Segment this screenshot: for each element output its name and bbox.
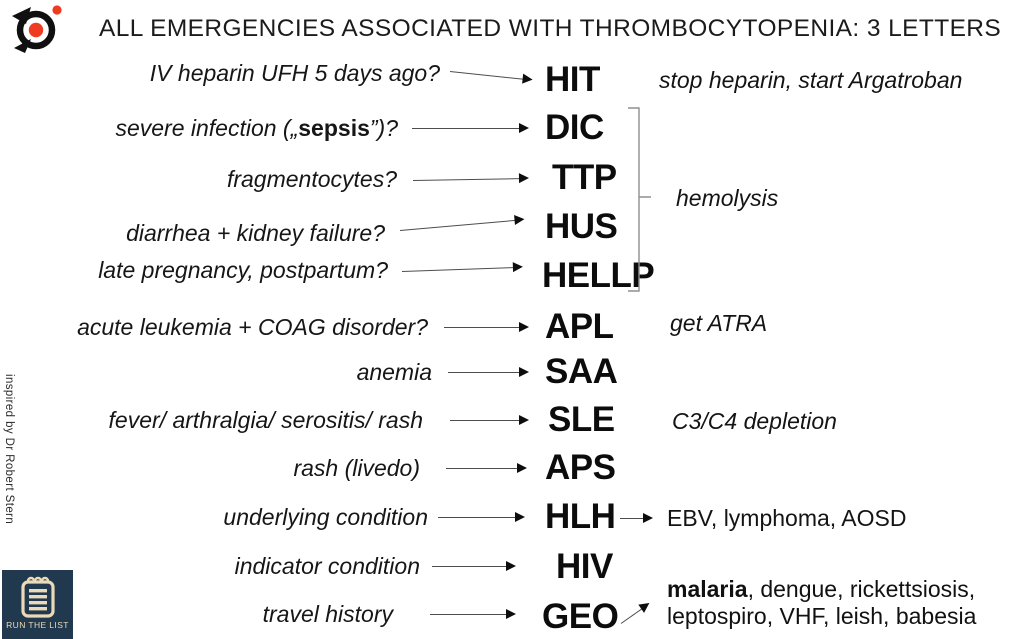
arrow-aps: [446, 462, 527, 473]
note-hlh: EBV, lymphoma, AOSD: [667, 505, 907, 531]
note-geo: malaria, dengue, rickettsiosis, leptospi…: [667, 576, 976, 629]
arrow-hit: [449, 71, 524, 80]
clue-dic: severe infection („sepsis”)?: [115, 115, 398, 141]
bracket-label: hemolysis: [676, 185, 779, 211]
abbr-apl: APL: [545, 307, 614, 346]
swirl-eye-logo-icon: [12, 5, 62, 53]
arrow-hellp: [401, 267, 514, 272]
clue-sle: fever/ arthralgia/ serositis/ rash: [108, 407, 423, 433]
note-geo-line2: leptospiro, VHF, leish, babesia: [667, 602, 977, 629]
clue-hus: diarrhea + kidney failure?: [126, 220, 385, 246]
arrow-ttp: [412, 178, 520, 181]
abbr-hlh: HLH: [545, 497, 616, 536]
note-hit: stop heparin, start Argatroban: [659, 67, 963, 93]
arrow-hlh-note: [620, 512, 653, 523]
credit-text: inspired by Dr Robert Stern: [3, 374, 15, 525]
abbr-geo: GEO: [542, 597, 619, 636]
note-geo-line1: malaria, dengue, rickettsiosis,: [667, 576, 976, 602]
arrow-dic: [412, 122, 529, 133]
abbr-aps: APS: [545, 448, 616, 487]
clue-hit: IV heparin UFH 5 days ago?: [149, 60, 440, 86]
page-title: ALL EMERGENCIES ASSOCIATED WITH THROMBOC…: [99, 15, 1002, 42]
clue-geo: travel history: [262, 601, 393, 627]
note-sle: C3/C4 depletion: [672, 408, 837, 434]
hemolysis-bracket: [628, 107, 651, 292]
clue-ttp: fragmentocytes?: [226, 166, 397, 192]
abbr-sle: SLE: [548, 400, 615, 439]
clue-apl: acute leukemia + COAG disorder?: [77, 314, 428, 340]
arrow-hiv: [432, 560, 516, 571]
abbr-dic: DIC: [545, 108, 604, 147]
run-the-list-logo: RUN THE LIST: [2, 570, 73, 639]
abbr-ttp: TTP: [552, 158, 617, 197]
arrow-geo-note: [620, 608, 643, 624]
arrow-sle: [450, 414, 529, 425]
note-apl: get ATRA: [670, 310, 768, 336]
clue-hlh: underlying condition: [223, 504, 428, 530]
arrow-hlh: [438, 511, 525, 522]
abbr-hus: HUS: [545, 207, 618, 246]
abbr-hit: HIT: [545, 60, 600, 99]
arrow-apl: [444, 321, 529, 332]
clue-hellp: late pregnancy, postpartum?: [98, 257, 388, 283]
arrow-geo: [430, 608, 516, 619]
clue-aps: rash (livedo): [293, 455, 420, 481]
arrow-saa: [448, 366, 529, 377]
notepad-icon: [20, 576, 55, 618]
arrow-hus: [399, 219, 516, 231]
clue-hiv: indicator condition: [234, 553, 420, 579]
abbr-saa: SAA: [545, 352, 618, 391]
abbr-hellp: HELLP: [542, 256, 655, 295]
abbr-hiv: HIV: [556, 547, 613, 586]
clue-saa: anemia: [356, 359, 432, 385]
run-the-list-label: RUN THE LIST: [6, 620, 69, 630]
